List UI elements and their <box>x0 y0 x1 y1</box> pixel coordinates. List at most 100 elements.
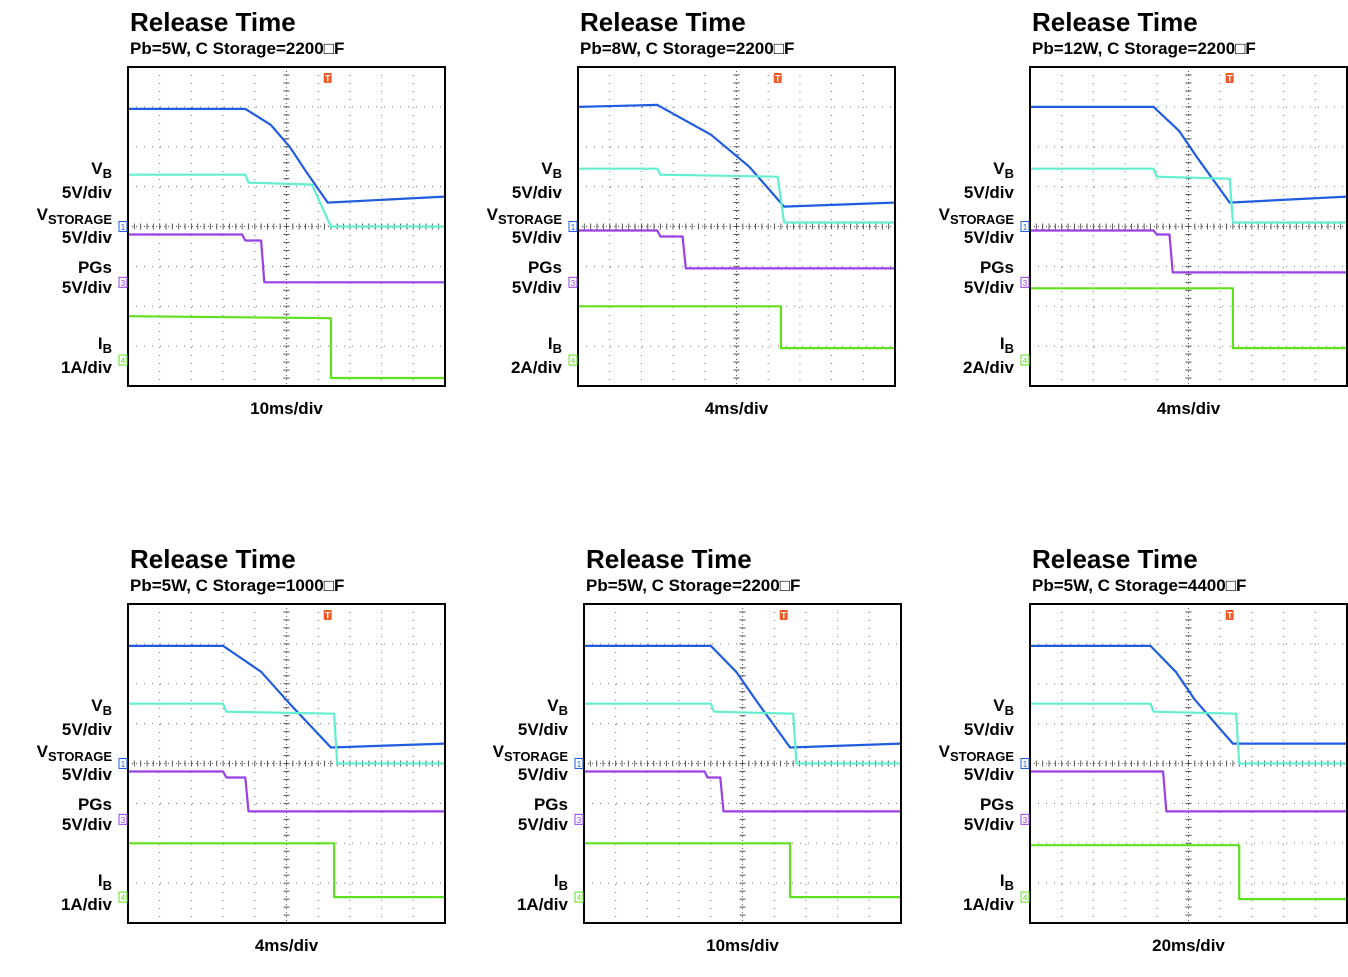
pgs-marker-label: 3 <box>1023 279 1028 288</box>
vb-label-main: V <box>541 159 553 178</box>
chart-subtitle: Pb=8W, C Storage=2200□F <box>580 39 795 58</box>
scope-frame <box>583 603 902 924</box>
chart-title: Release Time <box>1032 544 1198 574</box>
vstorage-scale: 5V/div <box>963 765 1014 784</box>
ib-marker-label: 4 <box>1023 357 1028 366</box>
ib-label: IB <box>554 872 568 892</box>
pgs-ground-marker: 3 <box>118 276 128 288</box>
vstorage-label-main: V <box>486 205 498 224</box>
pgs-marker-label: 3 <box>577 816 582 825</box>
pgs-label: PGs <box>527 258 562 277</box>
vb-trace <box>1030 644 1347 745</box>
pgs-scale: 5V/div <box>517 815 568 834</box>
chart-subtitle: Pb=5W, C Storage=2200□F <box>586 576 801 595</box>
vstorage-label-sub: STORAGE <box>497 212 562 227</box>
pgs-label: PGs <box>77 795 112 814</box>
pgs-label: PGs <box>979 258 1014 277</box>
vstorage-scale: 5V/div <box>61 228 112 247</box>
pgs-scale: 5V/div <box>61 815 112 834</box>
ib-label-main: I <box>999 334 1005 353</box>
vstorage-label-sub: STORAGE <box>503 749 568 764</box>
vb-scale: 5V/div <box>963 183 1014 202</box>
chart-subtitle: Pb=12W, C Storage=2200□F <box>1032 39 1256 58</box>
vstorage-trace <box>578 167 895 224</box>
trigger-marker: T <box>1225 73 1234 84</box>
vb-label: VB <box>993 160 1014 180</box>
timebase-label: 4ms/div <box>704 399 769 418</box>
ib-label-sub: B <box>552 341 562 356</box>
ib-marker-label: 4 <box>571 357 576 366</box>
ib-label: IB <box>1000 335 1014 355</box>
vb-label-main: V <box>547 696 559 715</box>
pgs-scale: 5V/div <box>963 815 1014 834</box>
pgs-ground-marker: 3 <box>1020 276 1030 288</box>
vstorage-scale: 5V/div <box>517 765 568 784</box>
ib-scale: 1A/div <box>60 895 112 914</box>
trigger-marker-label: T <box>325 611 331 621</box>
ib-marker-label: 4 <box>1023 894 1028 903</box>
ib-label-sub: B <box>102 878 112 893</box>
pgs-label: PGs <box>533 795 568 814</box>
vstorage-marker-label: 1 <box>121 760 126 769</box>
ib-ground-marker: 4 <box>1020 891 1030 903</box>
scope-plot: T 1 3 4 <box>118 66 446 387</box>
vb-trace <box>128 644 446 749</box>
chart-title: Release Time <box>130 544 296 574</box>
vstorage-label-sub: STORAGE <box>949 212 1014 227</box>
vstorage-label-main: V <box>36 742 48 761</box>
ib-label-main: I <box>97 334 103 353</box>
vstorage-label-main: V <box>492 742 504 761</box>
vstorage-label: VSTORAGE <box>493 743 568 763</box>
ib-marker-label: 4 <box>121 357 126 366</box>
chart-subtitle: Pb=5W, C Storage=2200□F <box>130 39 345 58</box>
vstorage-label-sub: STORAGE <box>949 749 1014 764</box>
vstorage-label-main: V <box>938 205 950 224</box>
scope-plot: T 1 3 4 <box>1020 66 1348 387</box>
ib-scale: 2A/div <box>962 358 1014 377</box>
vb-trace <box>1030 105 1348 204</box>
ib-ground-marker: 4 <box>118 354 128 366</box>
ib-trace <box>578 305 895 350</box>
scope-panel: Release Time Pb=5W, C Storage=2200□F VB 5V/… <box>456 537 902 977</box>
vb-label-main: V <box>993 696 1005 715</box>
ib-ground-marker: 4 <box>574 891 584 903</box>
ib-label-main: I <box>553 871 559 890</box>
vstorage-label: VSTORAGE <box>37 743 112 763</box>
vstorage-marker-label: 1 <box>577 760 582 769</box>
vstorage-marker-label: 1 <box>571 223 576 232</box>
ib-ground-marker: 4 <box>568 354 578 366</box>
pgs-scale: 5V/div <box>963 278 1014 297</box>
chart-title: Release Time <box>1032 7 1198 37</box>
trigger-marker: T <box>323 610 332 621</box>
scope-plot: T 1 3 4 <box>1020 603 1348 924</box>
chart-subtitle: Pb=5W, C Storage=1000□F <box>130 576 345 595</box>
timebase-label: 20ms/div <box>1152 936 1225 955</box>
trigger-marker: T <box>1225 610 1234 621</box>
ib-label: IB <box>98 335 112 355</box>
pgs-trace <box>584 770 901 813</box>
ib-label: IB <box>1000 872 1014 892</box>
ib-marker-label: 4 <box>577 894 582 903</box>
vstorage-label: VSTORAGE <box>939 743 1014 763</box>
vstorage-marker-label: 1 <box>1023 223 1028 232</box>
vb-label-sub: B <box>558 703 568 718</box>
ib-scale: 1A/div <box>962 895 1014 914</box>
ib-label-sub: B <box>1004 878 1014 893</box>
scope-frame <box>1029 66 1348 387</box>
vstorage-trace <box>1030 702 1347 765</box>
trigger-marker-label: T <box>775 74 781 84</box>
vstorage-trace <box>584 702 901 765</box>
vb-scale: 5V/div <box>517 720 568 739</box>
scope-frame <box>577 66 896 387</box>
vstorage-scale: 5V/div <box>963 228 1014 247</box>
trigger-marker-label: T <box>1227 611 1233 621</box>
trigger-marker-label: T <box>325 74 331 84</box>
vstorage-trace <box>1030 167 1347 224</box>
pgs-scale: 5V/div <box>61 278 112 297</box>
scope-plot: T 1 3 4 <box>568 66 896 387</box>
vb-label-sub: B <box>102 166 112 181</box>
ib-ground-marker: 4 <box>1020 354 1030 366</box>
pgs-label: PGs <box>979 795 1014 814</box>
pgs-ground-marker: 3 <box>568 276 578 288</box>
scope-frame <box>1029 603 1348 924</box>
